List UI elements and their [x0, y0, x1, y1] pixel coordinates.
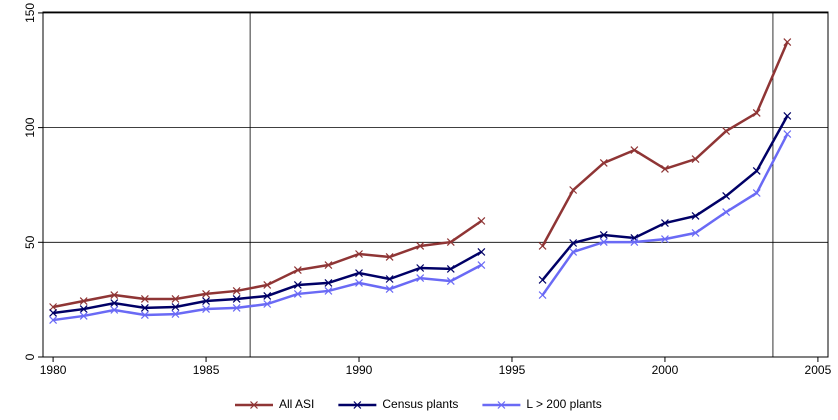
- legend: All ASI Census plants L > 200 plants: [235, 397, 602, 411]
- marker: [171, 303, 180, 311]
- marker: [416, 274, 425, 283]
- marker: [691, 155, 700, 163]
- marker: [691, 212, 700, 220]
- x-tick-label: 1995: [499, 363, 526, 377]
- marker: [599, 159, 608, 167]
- marker: [324, 278, 333, 287]
- marker: [293, 289, 302, 298]
- legend-label: All ASI: [279, 397, 314, 411]
- marker: [538, 291, 547, 299]
- marker: [385, 285, 394, 294]
- marker: [110, 291, 119, 299]
- marker: [202, 297, 210, 305]
- marker: [110, 306, 119, 314]
- x-tick-label: 1985: [193, 363, 220, 377]
- marker: [783, 38, 792, 46]
- marker: [752, 109, 761, 117]
- y-tick-label: 50: [23, 235, 37, 249]
- marker: [202, 289, 210, 298]
- marker: [49, 303, 58, 311]
- marker: [293, 266, 302, 274]
- marker: [79, 297, 88, 305]
- marker: [171, 295, 180, 303]
- x-tick-label: 2005: [805, 363, 832, 377]
- marker: [416, 264, 425, 272]
- marker: [79, 312, 88, 320]
- legend-marker: [250, 401, 258, 409]
- y-tick-label: 150: [23, 3, 37, 23]
- marker: [140, 303, 149, 312]
- marker: [263, 292, 272, 300]
- y-tick-label: 100: [23, 117, 37, 137]
- marker: [752, 167, 761, 175]
- marker: [385, 253, 394, 261]
- x-tick-label: 2000: [652, 363, 679, 377]
- marker: [293, 281, 302, 289]
- plot-area: [42, 11, 829, 358]
- marker: [752, 189, 761, 197]
- marker: [477, 261, 486, 269]
- marker: [569, 239, 578, 247]
- marker: [355, 250, 363, 258]
- marker: [232, 287, 241, 295]
- marker: [538, 276, 547, 284]
- marker: [661, 164, 669, 173]
- marker: [232, 295, 241, 303]
- legend-marker: [353, 401, 362, 409]
- marker: [661, 235, 669, 244]
- marker: [446, 277, 455, 285]
- marker: [569, 248, 578, 256]
- marker: [599, 231, 608, 239]
- marker: [630, 146, 639, 155]
- legend-marker: [497, 401, 506, 409]
- marker: [630, 238, 639, 247]
- marker: [263, 281, 272, 289]
- marker: [355, 278, 363, 287]
- marker: [477, 248, 486, 256]
- marker: [661, 219, 669, 227]
- marker: [722, 127, 731, 135]
- marker: [324, 261, 333, 269]
- legend-label: L > 200 plants: [526, 397, 601, 411]
- marker: [171, 310, 180, 319]
- marker: [232, 303, 241, 312]
- marker: [49, 309, 58, 317]
- marker: [783, 130, 792, 138]
- marker: [477, 217, 486, 225]
- marker: [446, 238, 455, 247]
- legend-label: Census plants: [382, 397, 458, 411]
- marker: [722, 192, 731, 200]
- marker: [79, 305, 88, 313]
- marker: [569, 186, 578, 194]
- marker: [385, 275, 394, 283]
- marker: [722, 208, 731, 216]
- marker: [783, 111, 792, 120]
- marker: [202, 305, 210, 313]
- marker: [538, 242, 547, 250]
- marker: [140, 311, 149, 319]
- marker: [324, 287, 333, 295]
- marker: [599, 238, 608, 247]
- marker: [263, 300, 272, 308]
- marker: [446, 264, 455, 273]
- x-tick-label: 1990: [346, 363, 373, 377]
- marker: [49, 316, 58, 324]
- marker: [110, 299, 119, 308]
- marker: [691, 228, 700, 237]
- marker: [416, 242, 425, 250]
- y-tick-label: 0: [23, 353, 37, 360]
- marker: [140, 295, 149, 303]
- x-tick-label: 1980: [40, 363, 67, 377]
- marker: [355, 269, 363, 277]
